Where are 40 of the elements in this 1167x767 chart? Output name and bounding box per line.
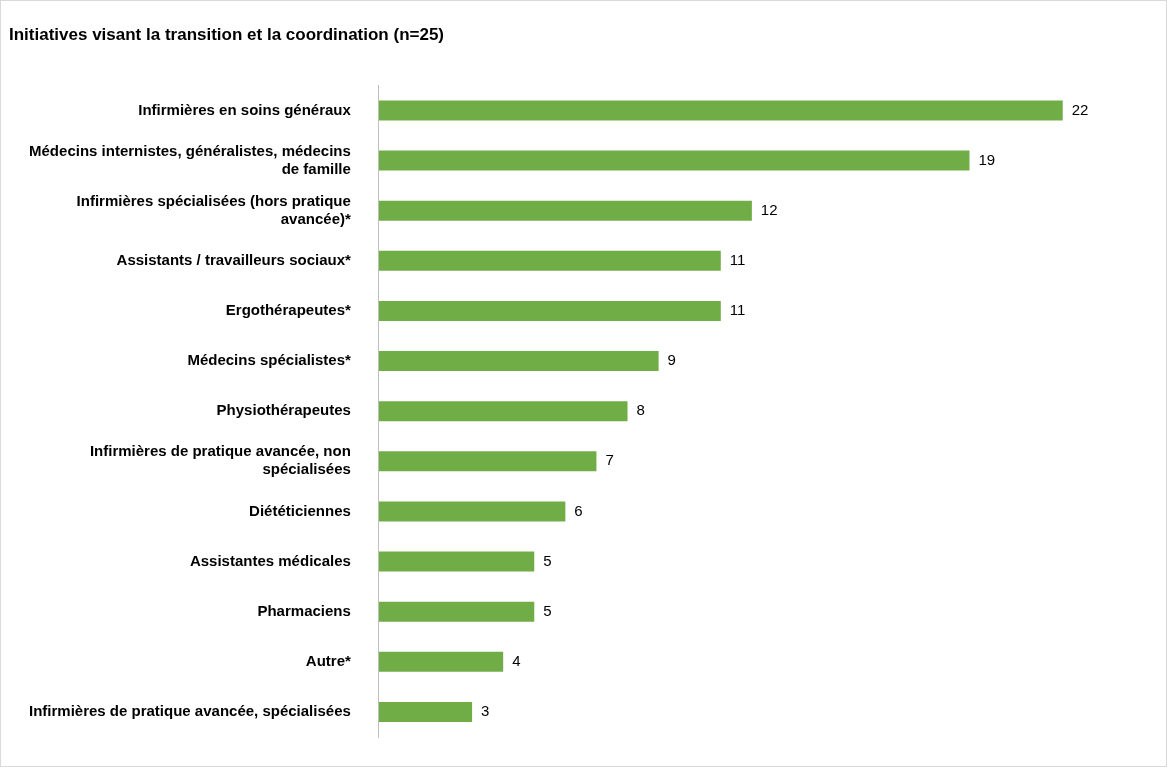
- data-label: 9: [667, 351, 676, 369]
- bar: [378, 351, 659, 372]
- data-label: 19: [978, 150, 996, 168]
- y-tick-label: Infirmières de pratique avancée, spécialisées: [28, 702, 351, 720]
- bar: [378, 300, 721, 321]
- bar: [378, 401, 628, 422]
- bar: [378, 501, 566, 522]
- bar: [378, 551, 535, 572]
- bar: [378, 451, 597, 472]
- y-tick-label: Pharmaciens: [257, 601, 351, 619]
- data-label: 7: [605, 451, 614, 469]
- y-tick-label: Médecins internistes, généralistes, médecins de famille: [29, 141, 351, 177]
- data-label: 3: [481, 702, 490, 720]
- data-label: 5: [543, 551, 552, 569]
- bar: [378, 701, 473, 722]
- y-tick-label: Ergothérapeutes*: [225, 301, 351, 319]
- bar: [378, 150, 970, 171]
- y-tick-label: Physiothérapeutes: [216, 401, 351, 419]
- data-label: 22: [1071, 100, 1089, 118]
- data-label: 11: [729, 250, 746, 268]
- y-tick-label: Autre*: [305, 651, 351, 669]
- bar: [378, 601, 535, 622]
- y-tick-label: Infirmières spécialisées (hors pratique avancée)*: [76, 191, 351, 227]
- y-tick-label: Assistantes médicales: [189, 551, 351, 569]
- data-label: 5: [543, 601, 552, 619]
- y-tick-label: Diététiciennes: [249, 501, 351, 519]
- y-tick-label: Assistants / travailleurs sociaux*: [116, 250, 351, 268]
- y-tick-label: Infirmières en soins généraux: [138, 100, 352, 118]
- data-label: 6: [574, 501, 583, 519]
- bar: [378, 651, 504, 672]
- data-label: 12: [760, 200, 778, 218]
- y-tick-label: Infirmières de pratique avancée, non spécialisées: [89, 442, 351, 478]
- bar: [378, 100, 1063, 121]
- data-label: 11: [729, 301, 746, 319]
- y-tick-label: Médecins spécialistes*: [187, 351, 351, 369]
- bar: [378, 200, 752, 221]
- bar: [378, 250, 721, 271]
- data-label: 4: [512, 651, 521, 669]
- data-label: 8: [636, 401, 645, 419]
- text: Initiatives visant la transition et la coordination (n=25): [9, 24, 445, 44]
